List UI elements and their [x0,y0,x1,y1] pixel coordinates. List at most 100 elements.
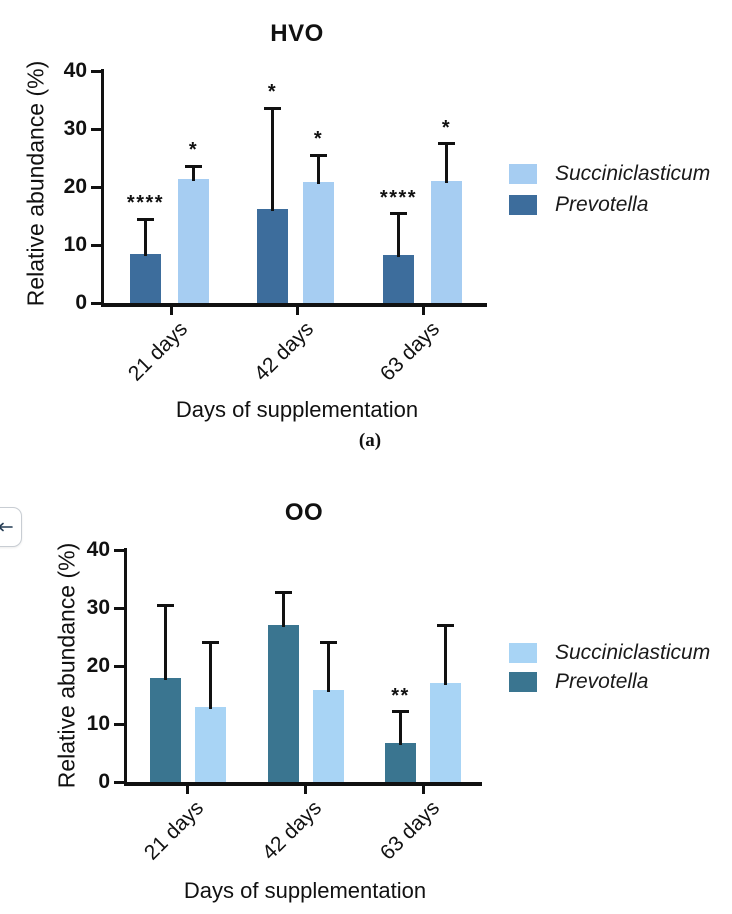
error-bar-line [317,155,320,185]
collapse-panel-button[interactable] [0,507,22,547]
error-bar-line [397,213,400,257]
x-tick [421,785,425,794]
error-bar-line [444,625,447,685]
y-tick [114,664,124,668]
y-axis-label: Relative abundance (%) [22,60,49,307]
significance-stars: **** [126,192,165,215]
error-bar-line [399,711,402,745]
x-axis [124,782,482,786]
legend-swatch-succiniclasticum [509,643,537,663]
error-bar-cap [310,153,327,157]
error-bar-cap [137,217,154,221]
legend-label-succiniclasticum: Succiniclasticum [555,641,711,664]
legend-label-succiniclasticum: Succiniclasticum [555,162,711,185]
y-tick-label: 10 [86,712,110,735]
succiniclasticum-bar [431,181,462,303]
significance-stars: * [188,139,199,162]
error-bar-cap [185,164,202,168]
x-tick [303,785,307,794]
prevotella-bar [150,678,181,782]
prevotella-bar [385,742,416,782]
y-tick-label: 40 [86,538,110,561]
error-bar-cap [202,641,219,645]
significance-stars: * [441,116,452,139]
significance-stars: ** [391,684,410,707]
x-tick [295,306,299,315]
y-tick-label: 0 [98,770,110,793]
left-arrow-icon [0,521,14,533]
prevotella-bar [130,253,161,303]
legend-swatch-prevotella [509,672,537,692]
error-bar-line [327,642,330,692]
y-tick-label: 0 [75,291,87,314]
y-tick [114,548,124,552]
succiniclasticum-bar [313,689,344,782]
y-axis [124,548,127,786]
error-bar-cap [264,106,281,110]
legend-label-prevotella: Prevotella [555,193,649,216]
significance-stars: **** [379,186,418,209]
significance-stars: * [267,81,278,104]
significance-stars: * [313,128,324,151]
legend-swatch-succiniclasticum [509,164,537,184]
prevotella-bar [383,254,414,303]
error-bar-line [271,108,274,212]
error-bar-cap [390,212,407,216]
error-bar-line [192,166,195,182]
x-tick-label: 63 days [376,317,445,386]
x-tick-label: 21 days [140,796,209,865]
error-bar-cap [438,142,455,145]
x-tick-label: 42 days [258,796,327,865]
y-tick [114,606,124,610]
y-tick-label: 30 [63,117,87,140]
y-tick [114,780,124,784]
error-bar-cap [392,710,409,714]
y-tick [91,301,101,305]
legend-label-prevotella: Prevotella [555,670,649,693]
error-bar-line [164,605,167,681]
error-bar-cap [437,624,454,628]
x-axis-label: Days of supplementation [183,878,427,903]
x-tick [169,306,173,315]
succiniclasticum-bar [178,179,209,303]
error-bar-line [209,642,212,710]
y-tick [91,127,101,131]
prevotella-bar [257,209,288,303]
error-bar-line [282,592,285,627]
x-axis [101,303,487,307]
y-tick-label: 20 [86,654,110,677]
x-tick-label: 42 days [250,317,319,386]
panel-label: (a) [358,430,382,451]
x-axis-label: Days of supplementation [175,397,419,422]
chart-title: HVO [270,20,324,47]
y-tick-label: 30 [86,596,110,619]
error-bar-cap [275,591,292,595]
y-tick [114,722,124,726]
x-tick-label: 21 days [124,317,193,386]
succiniclasticum-bar [195,707,226,782]
x-tick-label: 63 days [376,796,445,865]
error-bar-line [144,219,147,256]
y-axis-label: Relative abundance (%) [53,542,80,789]
succiniclasticum-bar [430,682,461,782]
y-tick-label: 10 [63,233,87,256]
y-tick [91,185,101,189]
succiniclasticum-bar [303,182,334,303]
y-axis [101,69,104,307]
y-tick [91,69,101,73]
chart-title: OO [284,499,324,526]
prevotella-bar [268,624,299,782]
y-tick [91,243,101,247]
error-bar-cap [320,640,337,644]
x-tick [185,785,189,794]
y-tick-label: 20 [63,175,87,198]
x-tick [421,306,425,315]
error-bar-cap [157,604,174,608]
error-bar-line [445,143,448,184]
legend-swatch-prevotella [509,195,537,215]
y-tick-label: 40 [63,59,87,82]
